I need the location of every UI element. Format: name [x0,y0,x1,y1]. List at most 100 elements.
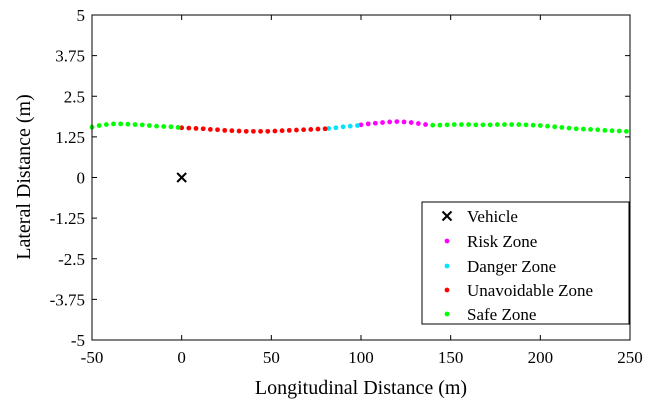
danger-zone-point [340,124,346,130]
safe-zone-point [573,126,579,132]
unavoidable-zone-point [179,125,185,131]
safe-zone-point [616,128,622,134]
danger-zone-point [333,125,339,131]
safe-zone-point [602,127,608,133]
safe-zone-point [494,122,500,127]
axis-ticks: -50 0 50 100 150 200 250 -5 -3.75 -2.5 -1.25 0 1.25 2… [50,6,643,367]
safe-zone-point [516,122,522,127]
safe-zone-point [459,122,464,127]
unavoidable-zone-point [301,127,307,133]
unavoidable-zone-point [236,128,242,134]
safe-zone-point [118,121,124,127]
danger-zone-point [355,123,360,128]
safe-zone-point [545,123,550,129]
safe-zone-point [146,123,152,128]
safe-zone-point [480,122,486,128]
x-tick-label: -50 [81,348,104,367]
safe-zone-point [530,122,536,128]
safe-zone-point [437,122,443,128]
legend-safe-zone-label: Safe Zone [467,305,536,324]
x-tick-label: 0 [177,348,186,367]
legend-unavoidable-zone-label: Unavoidable Zone [467,281,593,300]
safe-zone-point [595,127,601,133]
y-tick-label: 3.75 [55,47,85,66]
y-tick-label: 0 [77,169,86,188]
safe-zone-point [175,125,181,130]
unavoidable-zone-point [200,126,206,132]
y-tick-label: 2.5 [64,87,85,106]
unavoidable-zone-point [229,128,235,134]
safe-zone-point [111,121,116,127]
risk-zone-point [387,119,393,125]
safe-zone-point [161,124,167,129]
unavoidable-zone-point [322,126,328,132]
unavoidable-zone-point [265,128,271,134]
unavoidable-zone-point [243,128,249,134]
unavoidable-zone-point [222,127,228,133]
safe-zone-point [154,123,159,129]
vehicle-marker [176,172,187,183]
x-tick-label: 100 [348,348,374,367]
x-tick-label: 150 [438,348,464,367]
safe-zone-point [125,121,131,127]
x-tick-label: 250 [617,348,643,367]
unavoidable-zone-point [294,127,299,133]
legend-risk-zone-label: Risk Zone [467,232,537,251]
safe-zone-point [168,124,174,130]
y-tick-label: -5 [71,331,85,350]
safe-zone-point [588,126,593,132]
y-tick-label: 1.25 [55,128,85,147]
safe-zone-point [139,122,145,128]
safe-zone-point [509,122,515,127]
x-tick-label: 50 [263,348,280,367]
legend-risk-zone-marker [444,238,450,244]
safe-zone-point [103,122,109,127]
risk-zone-point [372,120,378,126]
risk-zone-point [423,122,428,127]
unavoidable-zone-point [272,128,278,134]
unavoidable-zone-point [315,126,321,132]
y-tick-label: 5 [77,6,86,25]
unavoidable-zone-point [251,128,256,134]
vehicle-marker-stroke [176,172,187,183]
safe-zone-point [473,122,479,128]
risk-zone-point [415,121,421,126]
legend-danger-zone-label: Danger Zone [467,257,556,276]
unavoidable-zone-point [215,127,220,133]
safe-zone-point [624,128,629,134]
safe-zone-point [552,124,558,130]
data-marks [89,119,629,183]
safe-zone-point [502,122,507,127]
unavoidable-zone-point [207,126,213,132]
legend-vehicle-label: Vehicle [467,207,518,226]
safe-zone-point [609,128,615,134]
risk-zone-point [365,121,371,127]
safe-zone-point [132,122,138,127]
legend-danger-zone-marker [444,263,450,269]
safe-zone-point [523,122,529,128]
legend: Vehicle Risk Zone Danger Zone Unavoidable Z… [421,201,630,325]
legend-vehicle-marker [441,210,453,222]
safe-zone-point [580,126,586,132]
legend-marker-stroke [441,210,453,222]
x-tick-label: 200 [528,348,554,367]
y-tick-label: -2.5 [58,250,85,269]
unavoidable-zone-point [258,128,263,134]
safe-zone-point [466,122,471,127]
unavoidable-zone-point [308,126,314,132]
legend-unavoidable-zone-marker [444,287,450,293]
unavoidable-zone-point [279,128,285,134]
risk-zone-point [401,119,407,125]
y-tick-label: -1.25 [50,209,85,228]
safe-zone-point [430,122,436,128]
safe-zone-point [96,123,102,128]
safe-zone-point [444,122,450,128]
unavoidable-zone-point [193,126,199,131]
safe-zone-point [487,122,493,128]
x-axis-title: Longitudinal Distance (m) [255,377,467,399]
y-tick-label: -3.75 [50,290,85,309]
risk-zone-point [358,122,364,128]
safe-zone-point [537,123,543,128]
risk-zone-point [380,120,385,125]
